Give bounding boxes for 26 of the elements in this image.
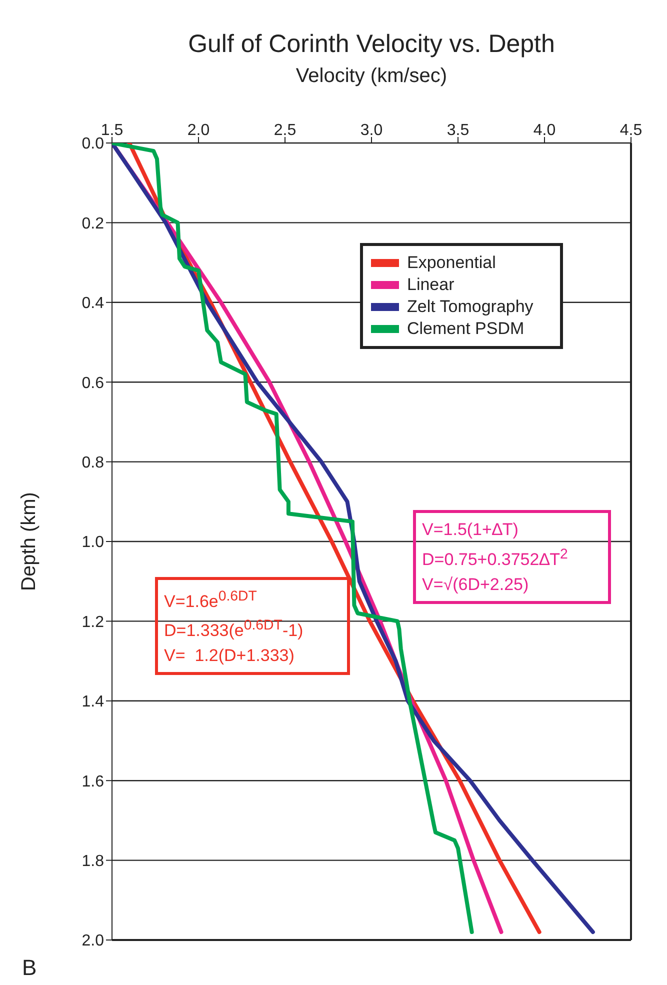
- y-tick-label: 2.0: [82, 932, 104, 950]
- x-tick-label: 3.0: [360, 122, 383, 139]
- text: V=1.5(1+∆T) D=0.75+0.3752∆T$^{2}$ V=√(6D+2.25): [422, 520, 568, 594]
- y-tick-label: 1.8: [82, 852, 104, 870]
- x-axis-title: Velocity (km/sec): [296, 65, 448, 88]
- y-tick-label: 1.6: [82, 773, 104, 790]
- chart-title: Gulf of Corinth Velocity vs. Depth: [187, 30, 556, 59]
- y-tick-label: 1.0: [82, 534, 104, 552]
- legend-label: Zelt Tomography: [407, 297, 534, 317]
- text: B: [22, 955, 37, 981]
- legend-label: Clement PSDM: [407, 319, 524, 339]
- legend-label: Linear: [407, 275, 454, 295]
- x-tick-label: 4.0: [533, 122, 556, 139]
- x-tick-label: 2.5: [274, 122, 296, 139]
- x-tick-label: 2.0: [187, 122, 210, 139]
- y-tick-label: 0.2: [82, 215, 104, 232]
- x-tick-label: 4.5: [620, 122, 642, 139]
- legend-label: Exponential: [407, 253, 496, 273]
- y-tick-label: 0.4: [82, 295, 104, 312]
- y-axis-title: Depth (km): [18, 492, 40, 591]
- text: V=1.6e$^{0.6DT}$ D=1.333(e$^{0.6DT}$-1) V= 1.2(D+1.333): [164, 588, 304, 666]
- y-tick-label: 0.6: [82, 374, 104, 392]
- x-tick-label: 3.5: [446, 122, 470, 139]
- y-tick-label: 1.2: [82, 614, 104, 631]
- y-tick-label: 0.8: [82, 454, 104, 472]
- y-tick-label: 1.4: [82, 694, 104, 711]
